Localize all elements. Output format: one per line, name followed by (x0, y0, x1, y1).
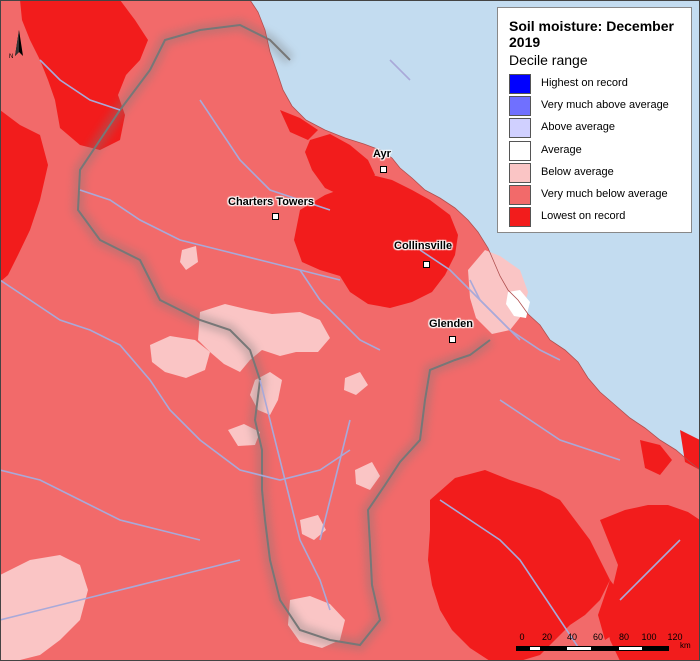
legend-label: Above average (541, 121, 615, 133)
scale-segment (516, 646, 529, 651)
scale-unit: km (680, 641, 691, 650)
legend-swatch (509, 141, 531, 161)
scale-tick: 0 (519, 632, 525, 642)
rivers (0, 59, 681, 651)
scale-tick: 20 (541, 632, 553, 642)
town-marker-collinsville (423, 261, 430, 268)
average-area (506, 290, 530, 318)
legend-swatch (509, 118, 531, 138)
town-marker-ayr (380, 166, 387, 173)
legend-label: Very much above average (541, 99, 669, 111)
scale-segment (618, 646, 643, 651)
town-label-collinsville: Collinsville (394, 240, 453, 252)
scale-tick: 40 (566, 632, 578, 642)
scale-segment (529, 646, 541, 651)
legend-swatch (509, 74, 531, 94)
scale-tick: 100 (641, 632, 657, 642)
town-label-glenden: Glenden (429, 318, 474, 330)
town-marker-charters-towers (272, 213, 279, 220)
legend-swatch (509, 185, 531, 205)
legend-label: Highest on record (541, 77, 628, 89)
scale-tick: 60 (592, 632, 604, 642)
town-label-ayr: Ayr (373, 148, 391, 160)
legend-label: Lowest on record (541, 210, 626, 222)
town-marker-glenden (449, 336, 456, 343)
scale-tick: 80 (618, 632, 630, 642)
scale-segment (566, 646, 592, 651)
north-arrow: N (8, 30, 30, 71)
scale-segment (643, 646, 669, 651)
coastline (249, 0, 700, 471)
legend-label: Very much below average (541, 188, 668, 200)
legend-swatch (509, 96, 531, 116)
scale-bar: 0 20 40 60 80 100 120 km (516, 632, 691, 654)
north-letter: N (9, 54, 14, 60)
district-boundary (76, 23, 491, 647)
legend-swatch (509, 207, 531, 227)
legend-title: Soil moisture: December 2019 (509, 18, 674, 50)
north-arrow-icon (15, 30, 23, 56)
legend-subtitle: Decile range (509, 52, 588, 68)
scale-segment (541, 646, 566, 651)
legend-label: Average (541, 144, 582, 156)
legend-swatch (509, 163, 531, 183)
legend-label: Below average (541, 166, 614, 178)
town-label-charters-towers: Charters Towers (228, 196, 314, 208)
scale-tick: 120 (667, 632, 683, 642)
scale-segment (592, 646, 618, 651)
map-legend: Soil moisture: December 2019 Decile rang… (497, 7, 692, 233)
